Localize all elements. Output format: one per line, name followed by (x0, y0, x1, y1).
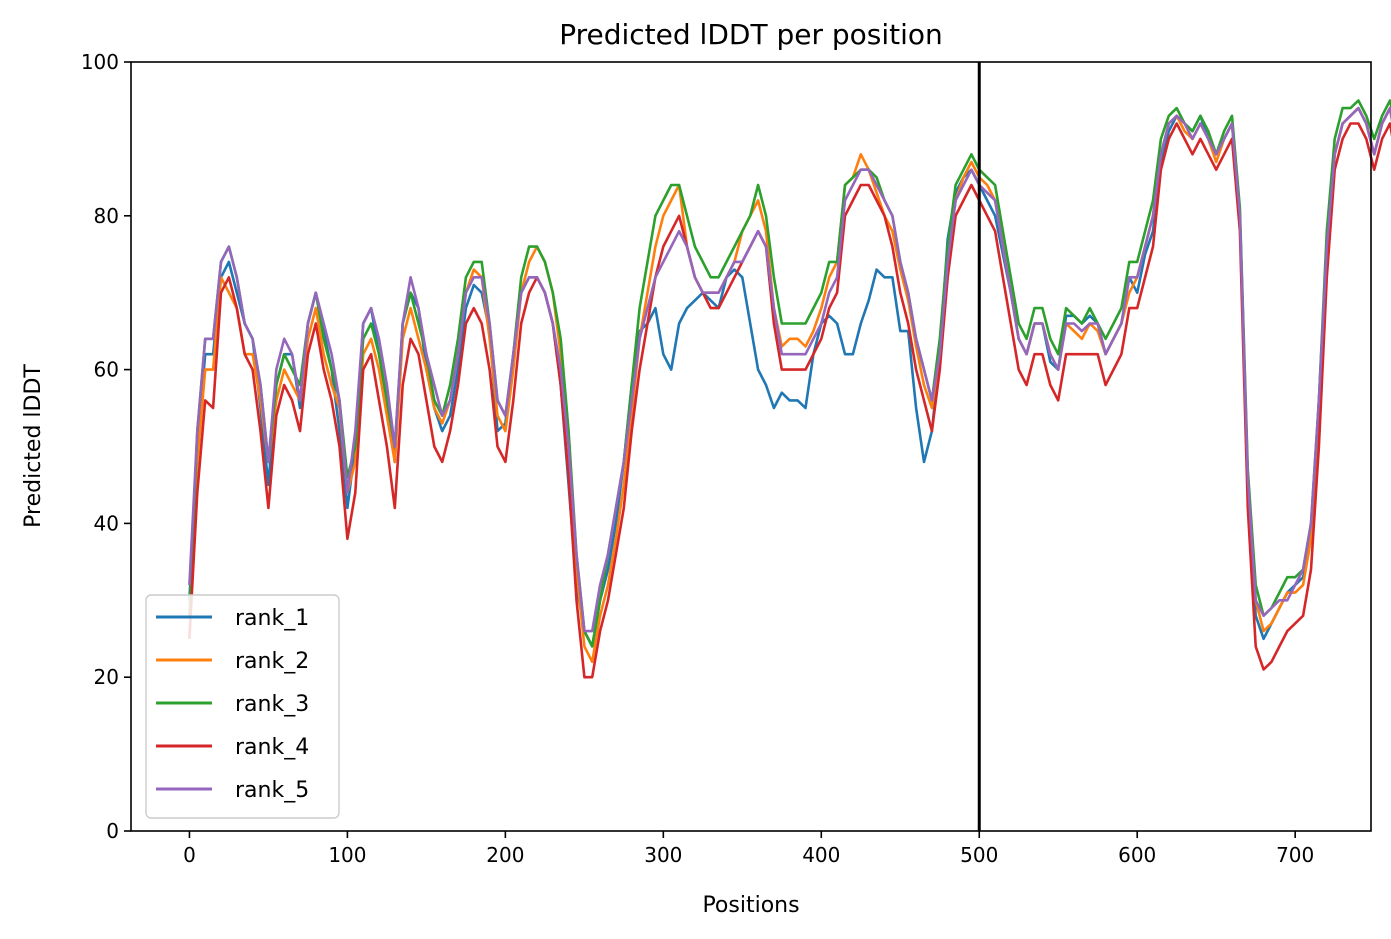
y-tick-label: 80 (94, 204, 119, 228)
y-axis: 0 20 40 60 80 100 (81, 50, 131, 843)
legend-label-rank_4: rank_4 (235, 735, 309, 760)
legend-label-rank_1: rank_1 (235, 606, 309, 631)
legend-label-rank_5: rank_5 (235, 778, 309, 803)
x-tick-label: 600 (1118, 843, 1156, 867)
legend-label-rank_3: rank_3 (235, 692, 309, 717)
x-tick-label: 100 (328, 843, 366, 867)
series-line-rank_3 (188, 99, 1391, 648)
legend-label-rank_2: rank_2 (235, 649, 309, 674)
x-tick-label: 300 (644, 843, 682, 867)
x-tick-label: 400 (802, 843, 840, 867)
x-tick-label: 0 (183, 843, 196, 867)
series-line-rank_5 (188, 106, 1391, 633)
plot-frame (130, 61, 1372, 832)
y-tick-label: 0 (106, 819, 119, 843)
x-tick-label: 200 (486, 843, 524, 867)
legend-box (145, 594, 340, 819)
y-tick-label: 40 (94, 511, 119, 535)
y-tick-label: 60 (94, 358, 119, 382)
legend: rank_1 rank_2 rank_3 rank_4 rank_5 (145, 594, 340, 819)
x-tick-label: 700 (1276, 843, 1314, 867)
chart-title: Predicted lDDT per position (559, 18, 943, 51)
y-axis-label: Predicted lDDT (21, 364, 46, 528)
x-axis: 0 100 200 300 400 500 600 700 (183, 831, 1314, 867)
series-lines (188, 99, 1391, 679)
y-tick-label: 100 (81, 50, 119, 74)
x-axis-label: Positions (702, 893, 799, 918)
x-tick-label: 500 (960, 843, 998, 867)
y-tick-label: 20 (94, 665, 119, 689)
